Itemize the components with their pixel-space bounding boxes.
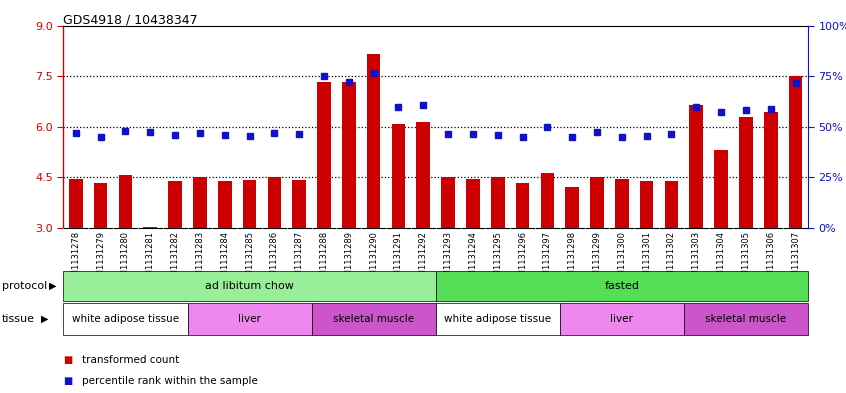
Bar xyxy=(684,303,808,335)
Bar xyxy=(267,177,281,228)
Bar xyxy=(640,181,653,228)
Bar xyxy=(63,303,188,335)
Bar xyxy=(436,271,808,301)
Bar xyxy=(665,182,678,228)
Bar xyxy=(739,117,753,228)
Text: percentile rank within the sample: percentile rank within the sample xyxy=(82,376,258,386)
Text: transformed count: transformed count xyxy=(82,354,179,365)
Text: ▶: ▶ xyxy=(49,281,57,291)
Bar xyxy=(118,174,132,228)
Bar xyxy=(436,303,560,335)
Text: liver: liver xyxy=(610,314,634,324)
Text: white adipose tissue: white adipose tissue xyxy=(444,314,552,324)
Bar xyxy=(689,105,703,228)
Text: white adipose tissue: white adipose tissue xyxy=(72,314,179,324)
Bar xyxy=(491,177,504,228)
Bar xyxy=(560,303,684,335)
Text: ■: ■ xyxy=(63,376,73,386)
Text: ad libitum chow: ad libitum chow xyxy=(205,281,294,291)
Bar xyxy=(144,227,157,228)
Bar xyxy=(342,82,355,228)
Bar xyxy=(466,179,480,228)
Bar xyxy=(168,181,182,228)
Bar xyxy=(615,179,629,228)
Bar xyxy=(392,124,405,228)
Bar xyxy=(188,303,311,335)
Bar xyxy=(591,177,604,228)
Text: skeletal muscle: skeletal muscle xyxy=(706,314,787,324)
Bar xyxy=(367,54,381,228)
Bar xyxy=(243,180,256,228)
Text: fasted: fasted xyxy=(604,281,640,291)
Bar xyxy=(714,150,728,228)
Bar xyxy=(416,122,430,228)
Text: GDS4918 / 10438347: GDS4918 / 10438347 xyxy=(63,14,198,27)
Bar xyxy=(311,303,436,335)
Text: liver: liver xyxy=(238,314,261,324)
Bar xyxy=(193,177,206,228)
Bar xyxy=(442,177,455,228)
Bar xyxy=(293,180,306,228)
Bar xyxy=(317,82,331,228)
Bar xyxy=(788,76,802,228)
Bar xyxy=(541,173,554,228)
Bar xyxy=(764,112,777,228)
Bar xyxy=(63,271,436,301)
Text: ▶: ▶ xyxy=(41,314,48,324)
Text: protocol: protocol xyxy=(2,281,47,291)
Bar xyxy=(69,179,83,228)
Bar xyxy=(565,187,579,228)
Bar xyxy=(218,181,232,228)
Text: skeletal muscle: skeletal muscle xyxy=(333,314,415,324)
Text: ■: ■ xyxy=(63,354,73,365)
Bar xyxy=(516,183,530,228)
Bar xyxy=(94,184,107,228)
Text: tissue: tissue xyxy=(2,314,35,324)
